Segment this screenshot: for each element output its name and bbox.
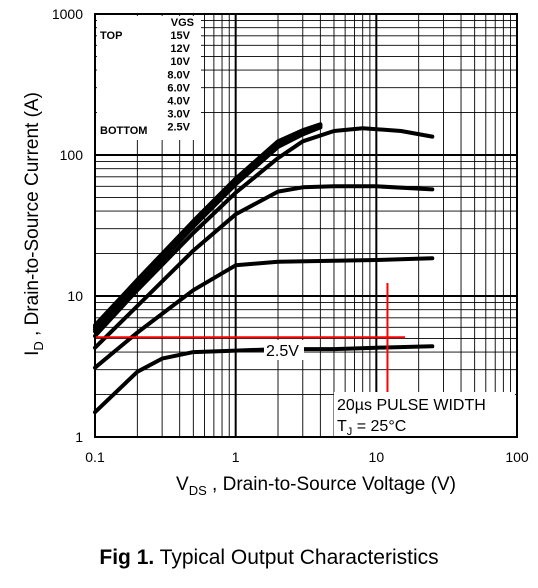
grid bbox=[94, 14, 517, 438]
y-tick-label: 1 bbox=[75, 429, 83, 445]
caption-label: Fig 1. bbox=[99, 546, 155, 569]
series-line-6-0v bbox=[93, 126, 435, 338]
legend-bottom-label: BOTTOM bbox=[100, 125, 147, 137]
legend-entry: 12V bbox=[170, 43, 190, 55]
legend-entry: 10V bbox=[170, 56, 190, 68]
pulse-width-text: 20µs PULSE WIDTH bbox=[337, 397, 486, 414]
figure-caption: Fig 1. Typical Output Characteristics bbox=[0, 546, 538, 570]
series-group bbox=[93, 122, 435, 415]
y-tick-label: 1000 bbox=[52, 6, 83, 22]
pulse-box-background bbox=[334, 392, 515, 436]
legend-entry: 3.0V bbox=[167, 109, 190, 121]
x-tick-label: 1 bbox=[232, 449, 240, 465]
x-axis-label: VDS , Drain-to-Source Voltage (V) bbox=[176, 474, 456, 498]
series-line-2-5v bbox=[93, 344, 435, 415]
legend-entry: 2.5V bbox=[167, 122, 190, 134]
junction-temp-text: TJ = 25°C bbox=[337, 418, 406, 438]
legend-entry: 6.0V bbox=[167, 82, 190, 94]
series-line-3-0v bbox=[93, 256, 435, 370]
legend-entry: 8.0V bbox=[167, 69, 190, 81]
y-tick-label: 100 bbox=[60, 147, 84, 163]
legend-header: VGS bbox=[171, 17, 194, 29]
plot-frame bbox=[94, 13, 518, 438]
caption-text: Typical Output Characteristics bbox=[154, 546, 439, 569]
legend-entry: 15V bbox=[170, 30, 190, 42]
x-tick-label: 100 bbox=[505, 449, 529, 465]
legend-background bbox=[97, 16, 201, 140]
x-tick-label: 10 bbox=[369, 449, 385, 465]
series-line-8-0v bbox=[93, 125, 323, 334]
curve-label-background bbox=[264, 340, 304, 360]
x-tick-label: 0.1 bbox=[85, 449, 105, 465]
output-characteristics-chart: VGS15V12V10V8.0V6.0V4.0V3.0V2.5VTOPBOTTO… bbox=[22, 6, 529, 498]
annotations: 2.5V 20µs PULSE WIDTH TJ = 25°C bbox=[264, 340, 515, 438]
legend-top-label: TOP bbox=[100, 30, 122, 42]
y-axis-label: ID , Drain-to-Source Current (A) bbox=[22, 92, 46, 356]
axis-labels: VDS , Drain-to-Source Voltage (V) ID , Dr… bbox=[22, 92, 456, 498]
curve-label-2-5v: 2.5V bbox=[266, 343, 299, 360]
y-tick-label: 10 bbox=[67, 288, 83, 304]
series-line-4-0v bbox=[93, 184, 435, 350]
legend-entry: 4.0V bbox=[167, 96, 190, 108]
